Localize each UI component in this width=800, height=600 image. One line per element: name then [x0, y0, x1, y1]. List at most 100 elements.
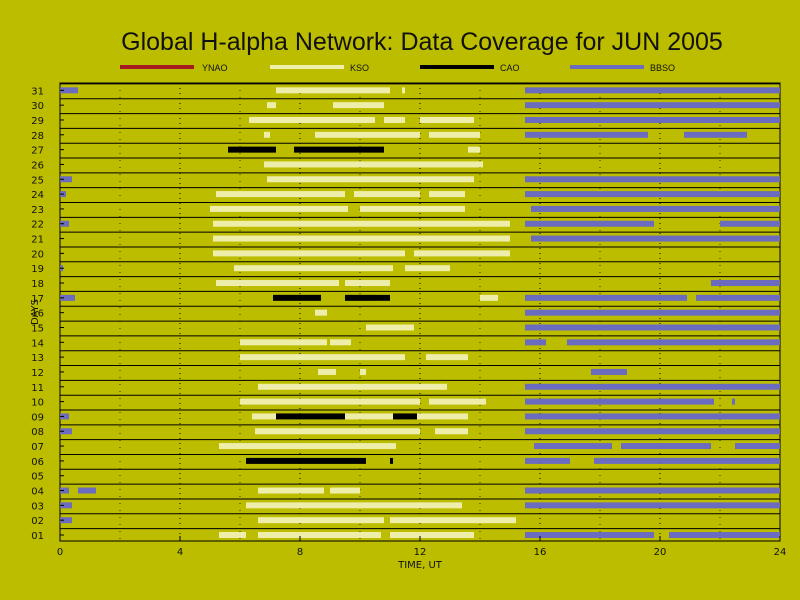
coverage-segment-cao: [276, 413, 345, 420]
coverage-segment-bbso: [525, 413, 780, 420]
coverage-segment-kso: [264, 161, 483, 168]
chart-title: Global H-alpha Network: Data Coverage fo…: [121, 28, 723, 56]
y-tick-label: 02: [31, 516, 44, 527]
coverage-segment-kso: [354, 191, 420, 198]
y-tick-label: 31: [31, 86, 44, 97]
coverage-segment-kso: [405, 265, 450, 272]
x-tick-label: 8: [297, 547, 303, 558]
y-tick-label: 18: [31, 279, 44, 290]
coverage-segment-kso: [468, 146, 480, 153]
y-tick-label: 26: [31, 160, 44, 171]
coverage-segment-bbso: [525, 220, 654, 227]
y-tick-label: 30: [31, 101, 44, 112]
coverage-segment-bbso: [60, 87, 78, 94]
coverage-segment-kso: [249, 116, 375, 123]
legend-label-ynao: YNAO: [202, 63, 228, 73]
coverage-segment-bbso: [525, 131, 648, 138]
y-tick-label: 16: [31, 309, 44, 320]
coverage-segment-kso: [264, 131, 270, 138]
coverage-segment-bbso: [525, 309, 780, 316]
coverage-segment-kso: [420, 116, 474, 123]
coverage-segment-kso: [360, 205, 465, 212]
coverage-segment-bbso: [525, 339, 546, 346]
coverage-segment-kso: [366, 324, 414, 331]
coverage-segment-kso: [258, 383, 447, 390]
coverage-segment-kso: [429, 191, 465, 198]
coverage-segment-cao: [393, 413, 417, 420]
coverage-segment-kso: [345, 280, 390, 287]
legend-label-cao: CAO: [500, 63, 520, 73]
y-tick-label: 12: [31, 368, 44, 379]
y-tick-label: 07: [31, 442, 44, 453]
coverage-segment-cao: [390, 457, 393, 464]
coverage-segment-bbso: [525, 102, 780, 109]
x-tick-label: 0: [57, 547, 63, 558]
coverage-segment-kso: [216, 191, 345, 198]
coverage-segment-bbso: [696, 294, 780, 301]
coverage-segment-kso: [405, 413, 468, 420]
y-tick-label: 10: [31, 398, 44, 409]
y-tick-label: 20: [31, 249, 44, 260]
coverage-segment-kso: [402, 87, 405, 94]
coverage-segment-cao: [345, 294, 390, 301]
coverage-segment-kso: [240, 398, 420, 405]
y-tick-label: 09: [31, 412, 44, 423]
coverage-segment-bbso: [525, 532, 654, 538]
series-cao: [228, 146, 417, 464]
coverage-segment-cao: [273, 294, 321, 301]
legend-label-bbso: BBSO: [650, 63, 675, 73]
coverage-segment-bbso: [594, 457, 780, 464]
coverage-segment-kso: [315, 131, 420, 138]
y-tick-label: 08: [31, 427, 44, 438]
coverage-segment-kso: [240, 354, 405, 361]
y-tick-label: 06: [31, 457, 44, 468]
coverage-segment-bbso: [525, 176, 780, 183]
coverage-segment-bbso: [732, 398, 735, 405]
coverage-segment-kso: [267, 176, 474, 183]
coverage-segment-kso: [480, 294, 498, 301]
coverage-segment-bbso: [78, 487, 96, 494]
coverage-segment-kso: [216, 280, 339, 287]
x-tick-label: 12: [414, 547, 427, 558]
coverage-segment-bbso: [60, 220, 69, 227]
coverage-segment-bbso: [720, 220, 780, 227]
coverage-segment-kso: [360, 368, 366, 375]
coverage-segment-bbso: [60, 487, 69, 494]
y-tick-label: 21: [31, 235, 44, 246]
y-tick-label: 25: [31, 175, 44, 186]
coverage-segment-bbso: [60, 413, 69, 420]
coverage-segment-kso: [429, 398, 486, 405]
coverage-segment-kso: [258, 532, 381, 538]
coverage-segment-bbso: [525, 116, 780, 123]
coverage-segment-kso: [258, 487, 324, 494]
coverage-segment-kso: [240, 339, 327, 346]
y-axis-label: DAYS: [30, 299, 41, 325]
coverage-segment-bbso: [60, 517, 72, 524]
coverage-segment-kso: [435, 428, 468, 435]
y-tick-label: 24: [31, 190, 44, 201]
coverage-segment-bbso: [534, 443, 612, 450]
coverage-segment-bbso: [669, 532, 780, 538]
coverage-segment-kso: [426, 354, 468, 361]
y-tick-label: 05: [31, 472, 44, 483]
y-tick-label: 03: [31, 501, 44, 512]
coverage-segment-kso: [213, 220, 510, 227]
y-tick-label: 04: [31, 487, 44, 498]
coverage-segment-kso: [276, 87, 390, 94]
coverage-segment-bbso: [525, 294, 687, 301]
y-tick-label: 11: [31, 383, 44, 394]
coverage-segment-bbso: [60, 502, 72, 509]
coverage-segment-bbso: [621, 443, 711, 450]
legend-label-kso: KSO: [350, 63, 369, 73]
y-tick-label: 14: [31, 338, 44, 349]
coverage-segment-kso: [258, 517, 384, 524]
coverage-segment-bbso: [735, 443, 780, 450]
coverage-segment-kso: [390, 532, 474, 538]
y-tick-label: 27: [31, 146, 44, 157]
coverage-marks: [60, 87, 780, 538]
y-tick-label: 15: [31, 323, 44, 334]
y-tick-label: 28: [31, 131, 44, 142]
x-tick-label: 24: [774, 547, 787, 558]
x-tick-label: 20: [654, 547, 667, 558]
